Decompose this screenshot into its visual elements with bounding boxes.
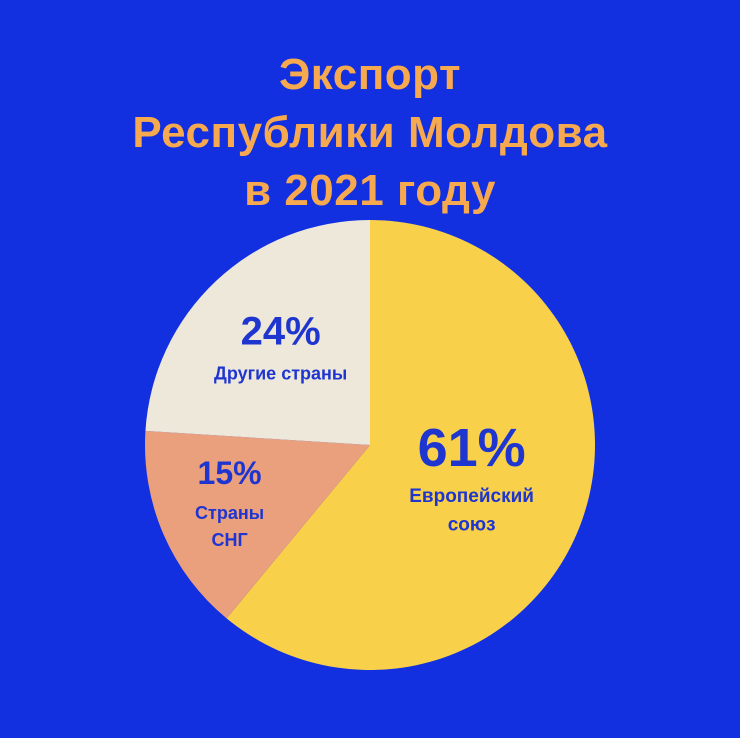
slice-name-3-line-1: Другие страны bbox=[214, 363, 347, 383]
title-line-1: Экспорт bbox=[278, 50, 461, 99]
slice-label-2: 15% Страны СНГ bbox=[195, 455, 264, 550]
pie-slice-2 bbox=[145, 430, 370, 619]
pie-slice-1 bbox=[226, 220, 596, 670]
slice-name-1-line-1: Европейский bbox=[409, 486, 534, 507]
title-line-2: Республики Молдова bbox=[132, 108, 608, 157]
title-line-3: в 2021 году bbox=[244, 166, 496, 215]
slice-name-2-line-1: Страны bbox=[195, 503, 264, 523]
pie-slice-3 bbox=[145, 220, 370, 445]
chart-title: Экспорт Республики Молдова в 2021 году bbox=[0, 46, 740, 220]
slice-name-1-line-2: союз bbox=[448, 515, 496, 536]
slice-label-3: 24% Другие страны bbox=[214, 309, 347, 383]
slice-percent-1: 61% bbox=[418, 418, 526, 478]
slice-percent-2: 15% bbox=[198, 455, 262, 491]
slice-label-1: 61% Европейский союз bbox=[409, 418, 534, 536]
slice-name-2-line-2: СНГ bbox=[211, 530, 247, 550]
slice-percent-3: 24% bbox=[241, 309, 321, 353]
